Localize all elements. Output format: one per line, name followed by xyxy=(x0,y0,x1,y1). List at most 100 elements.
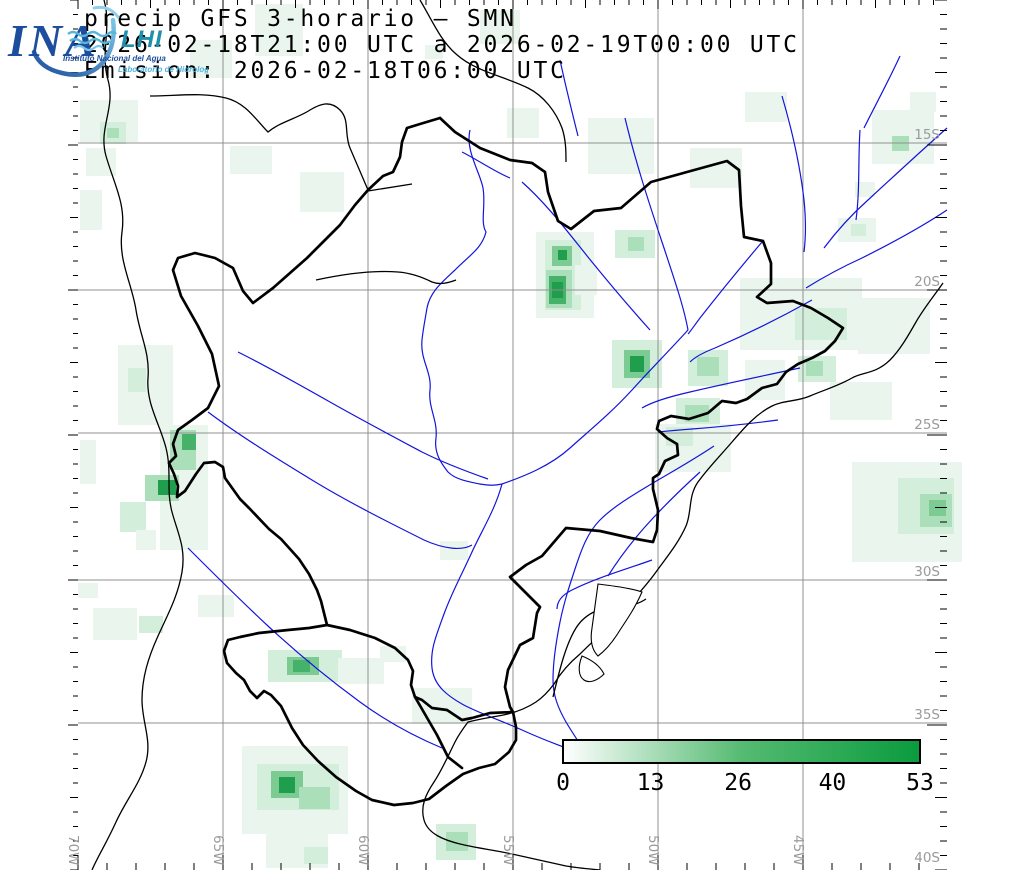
precip-cell xyxy=(425,45,443,59)
river-pilcomayo xyxy=(237,351,489,480)
lon-label: 60W xyxy=(355,835,371,866)
river-path xyxy=(624,117,689,331)
river-path xyxy=(641,367,801,409)
lon-label: 70W xyxy=(65,835,81,866)
river-path xyxy=(461,151,511,179)
logo-arc-top xyxy=(92,5,120,19)
precip-cell xyxy=(80,440,96,484)
map-title: precip GFS 3-horario — SMN xyxy=(84,6,517,32)
precip-cell xyxy=(120,502,146,532)
precip-cell xyxy=(255,4,303,56)
precip-cell xyxy=(128,368,146,392)
lat-label: 30S xyxy=(914,564,940,580)
river-path xyxy=(657,419,779,433)
precip-cell xyxy=(230,146,272,174)
precip-cell xyxy=(139,616,163,633)
lon-label: 65W xyxy=(210,835,226,866)
precip-cell xyxy=(300,172,344,212)
lon-label: 50W xyxy=(645,835,661,866)
colorbar-tick-label: 40 xyxy=(819,770,847,796)
lat-label: 15S xyxy=(914,127,940,143)
logo-lab-acronym: LHI xyxy=(121,26,163,53)
atlantic-coastline xyxy=(422,282,944,870)
rivers-layer xyxy=(187,55,948,749)
precip-cell xyxy=(910,92,936,112)
border-path xyxy=(315,270,457,285)
axis-labels: 15S 20S 25S 30S 35S 40S 70W 65W 60W 55W 50W 45W xyxy=(65,127,940,866)
precip-cell xyxy=(858,298,930,354)
precip-cell xyxy=(558,250,567,260)
borders-layer xyxy=(91,0,944,870)
river-path xyxy=(607,471,701,577)
river-uruguay xyxy=(552,445,715,745)
precip-cell xyxy=(136,530,156,550)
precip-cell xyxy=(745,92,787,122)
colorbar-gradient xyxy=(562,739,921,764)
border-path xyxy=(419,0,567,163)
valid-period: 2026-02-18T21:00 UTC a 2026-02-19T00:00 … xyxy=(84,32,800,58)
basin-boundary-fork xyxy=(413,695,464,770)
lon-label: 45W xyxy=(790,835,806,866)
river-bermejo xyxy=(207,411,473,550)
lat-label: 35S xyxy=(914,707,940,723)
precip-cell xyxy=(93,608,137,640)
lon-label: 55W xyxy=(500,835,516,866)
lat-label: 25S xyxy=(914,417,940,433)
river-path xyxy=(689,299,813,363)
precip-cell xyxy=(107,128,119,138)
border-path xyxy=(149,94,369,191)
precip-cell xyxy=(830,382,892,420)
precip-cell xyxy=(628,237,644,251)
graticule-layer xyxy=(78,0,947,870)
precip-cell xyxy=(588,118,654,174)
precip-cell xyxy=(446,832,468,851)
precip-cell xyxy=(293,660,310,672)
river-path xyxy=(863,55,901,129)
precipitation-layer xyxy=(78,4,962,868)
colorbar-tick-label: 26 xyxy=(724,770,752,796)
precip-cell xyxy=(851,224,866,236)
precip-cell xyxy=(630,356,644,372)
river-negro xyxy=(556,559,653,610)
axis-ticks xyxy=(68,0,947,870)
precip-cell xyxy=(299,787,330,809)
precip-cell xyxy=(412,688,472,724)
precip-cell xyxy=(190,40,232,78)
river-parana-upper xyxy=(501,329,689,485)
river-paraguay xyxy=(421,129,503,486)
colorbar-tick-label: 0 xyxy=(556,770,570,796)
precip-cell xyxy=(198,595,234,617)
river-path xyxy=(521,181,651,331)
river-path xyxy=(805,209,948,289)
precip-cell xyxy=(806,361,823,376)
river-path xyxy=(687,241,763,335)
river-salado xyxy=(187,547,443,749)
river-path xyxy=(855,129,861,221)
precip-cell xyxy=(440,541,468,560)
emission-time: Emision: 2026-02-18T06:00 UTC xyxy=(84,58,567,84)
river-path xyxy=(823,127,948,249)
precip-cell xyxy=(507,108,539,138)
logo-arc-swoosh xyxy=(31,17,116,77)
precip-cell xyxy=(697,357,719,376)
precip-cell xyxy=(338,658,384,684)
colorbar-tick-label: 13 xyxy=(637,770,665,796)
border-path xyxy=(367,183,413,192)
water-waves-icon xyxy=(67,30,117,52)
precip-cell xyxy=(855,182,875,197)
river-parana-lower xyxy=(431,483,567,749)
river-path xyxy=(559,59,579,137)
precip-cell xyxy=(380,646,406,662)
logo-institute-name: Instituto Nacional del Agua xyxy=(63,54,166,63)
logo-lab-name: Laboratorio de Hidrología xyxy=(118,65,208,74)
lagoa-mirim xyxy=(578,655,605,683)
colorbar-legend: 0 13 26 40 53 xyxy=(556,739,934,796)
precip-cell xyxy=(158,480,176,495)
basin-boundary-north-east xyxy=(325,116,845,722)
colorbar-tick-label: 53 xyxy=(906,770,934,796)
title-block: precip GFS 3-horario — SMN 2026-02-18T21… xyxy=(84,6,800,84)
lat-label: 40S xyxy=(914,850,940,866)
precip-cell xyxy=(78,583,98,598)
